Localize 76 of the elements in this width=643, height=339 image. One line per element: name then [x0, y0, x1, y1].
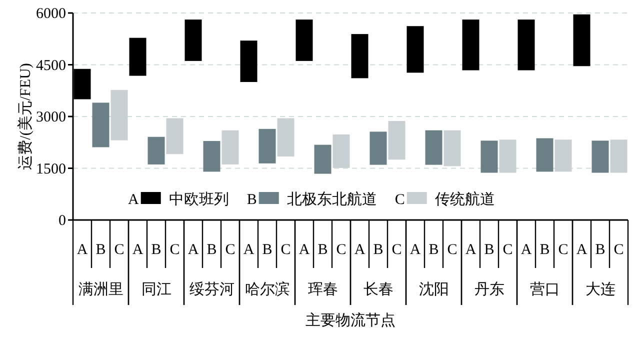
- bar: [370, 132, 387, 165]
- text: A: [410, 242, 421, 258]
- text: B: [595, 242, 606, 258]
- y-tick-label: 0: [58, 213, 66, 229]
- annotation: C: [394, 192, 405, 208]
- y-tick-label: 4500: [36, 58, 66, 74]
- bar: [406, 26, 424, 73]
- bar: [425, 130, 442, 165]
- bar: [148, 136, 165, 164]
- x-axis-title: 主要物流节点: [306, 312, 396, 329]
- bar: [258, 128, 276, 164]
- bar: [610, 140, 628, 173]
- text: B: [373, 242, 384, 258]
- bar: [351, 34, 368, 78]
- x-tick-label: 满洲里: [78, 281, 124, 298]
- bar: [536, 138, 554, 172]
- legend-label: 北极东北航道: [286, 191, 377, 208]
- text: B: [318, 242, 328, 258]
- bar: [222, 130, 239, 164]
- text: B: [206, 242, 217, 258]
- text: C: [225, 242, 236, 258]
- text: A: [188, 242, 199, 258]
- y-axis-title: 运费/(美元/FEU): [17, 63, 34, 170]
- bar: [92, 102, 110, 148]
- y-tick-label: 3000: [36, 110, 66, 126]
- text: B: [540, 242, 550, 258]
- text: C: [170, 242, 180, 258]
- annotation: B: [246, 192, 257, 208]
- bar: [129, 38, 146, 76]
- text: B: [96, 242, 106, 258]
- x-tick-label: 丹东: [474, 281, 504, 298]
- annotation: A: [128, 192, 139, 208]
- text: B: [151, 242, 162, 258]
- bar: [480, 140, 498, 173]
- text: A: [520, 242, 532, 258]
- text: C: [336, 242, 346, 258]
- text: C: [614, 242, 624, 258]
- text: C: [392, 242, 402, 258]
- text: B: [428, 242, 439, 258]
- x-tick-label: 沈阳: [418, 281, 449, 298]
- text: C: [114, 242, 124, 258]
- bar: [203, 140, 220, 172]
- y-tick-label: 6000: [36, 6, 66, 22]
- bar: [388, 120, 406, 160]
- x-tick-label: 大连: [585, 281, 616, 298]
- text: A: [576, 242, 588, 258]
- text: C: [447, 242, 458, 258]
- legend-label: 传统航道: [434, 191, 495, 208]
- text: B: [484, 242, 494, 258]
- x-tick-label: 珲春: [308, 282, 338, 298]
- text: A: [76, 242, 88, 258]
- legend-label: 中欧班列: [168, 191, 229, 208]
- x-tick-label: 绥芬河: [189, 281, 234, 298]
- text: A: [354, 242, 366, 258]
- bar: [518, 20, 535, 70]
- bar: [296, 20, 313, 61]
- bar: [240, 40, 258, 82]
- text: A: [465, 242, 476, 258]
- text: C: [502, 242, 513, 258]
- bar: [444, 130, 461, 166]
- bar: [184, 20, 202, 61]
- x-tick-label: 营口: [530, 281, 560, 298]
- bar: [462, 20, 480, 70]
- bar: [592, 140, 609, 173]
- x-tick-label: 同江: [141, 281, 172, 298]
- x-tick-label: 哈尔滨: [244, 281, 290, 298]
- text: C: [280, 242, 291, 258]
- text: A: [243, 242, 254, 258]
- y-tick-label: 1500: [36, 161, 66, 178]
- text: C: [558, 242, 568, 258]
- bar: [314, 144, 332, 174]
- x-tick-label: 长春: [363, 281, 394, 298]
- text: A: [298, 242, 310, 258]
- bar: [573, 14, 590, 66]
- text: B: [262, 242, 272, 258]
- text: A: [132, 242, 144, 258]
